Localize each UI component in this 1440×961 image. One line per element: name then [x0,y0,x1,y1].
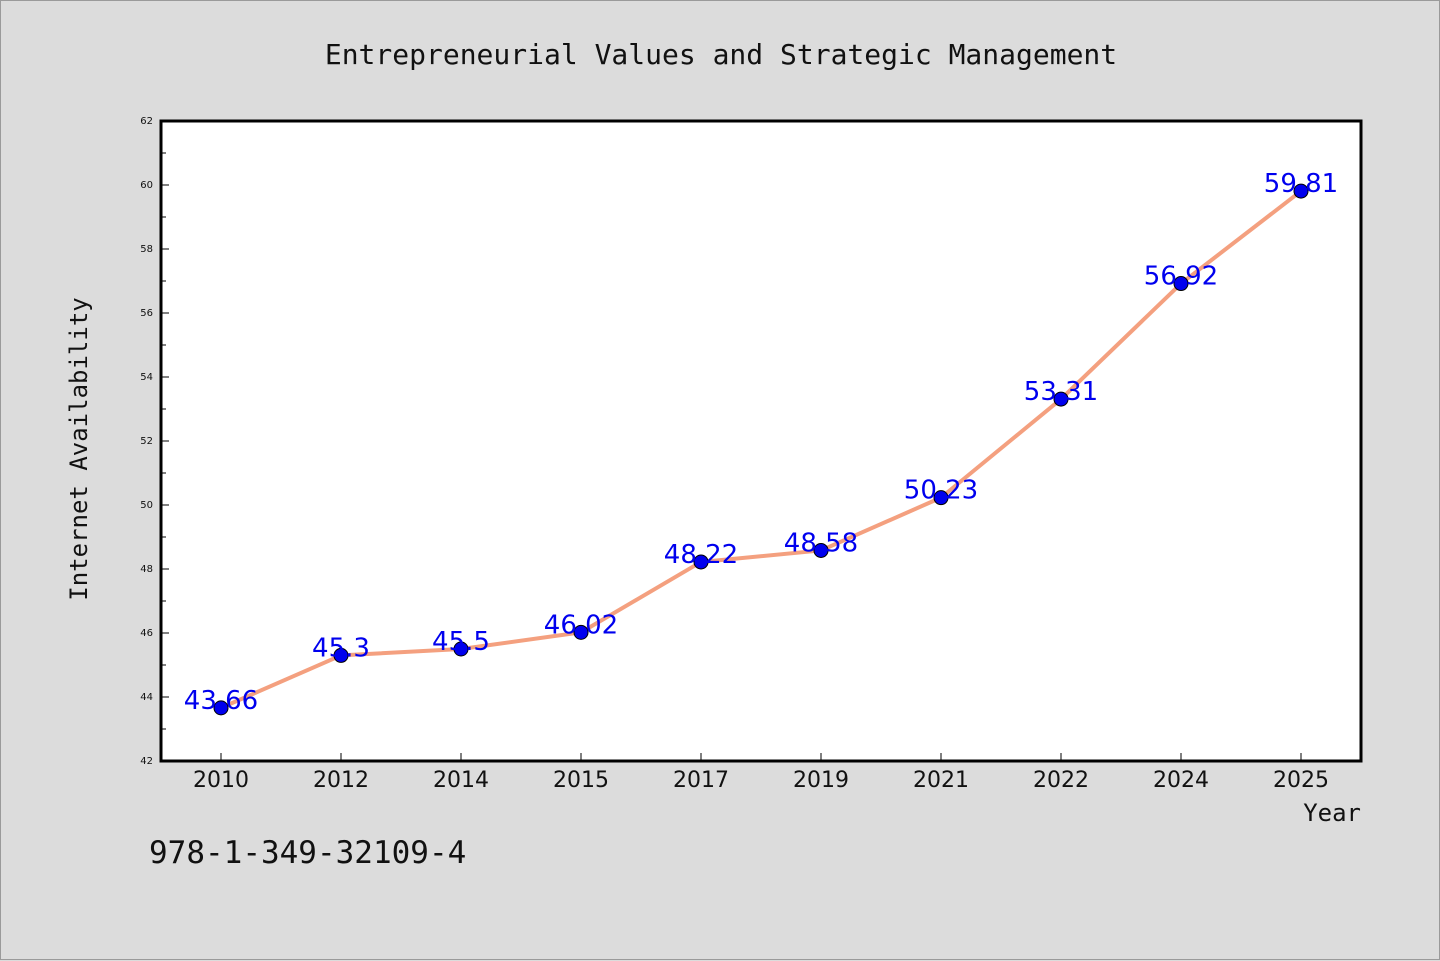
data-point [333,647,349,663]
series-line [219,189,1303,710]
y-tick-label: 56 [140,308,153,319]
x-tick-label: 2017 [673,768,729,793]
data-point [573,624,589,640]
data-label: 45.3 [312,633,370,663]
y-axis-ticks: 42 44 46 48 50 52 54 56 58 60 62 [140,116,169,767]
data-label: 43.66 [184,686,258,716]
data-point [1053,391,1069,407]
data-label: 56.92 [1144,262,1218,292]
data-point [813,542,829,558]
x-tick-label: 2019 [793,768,849,793]
data-label: 45.5 [432,627,490,657]
data-label: 48.58 [784,528,858,558]
y-axis-label: Internet Availability [65,297,93,600]
isbn-text: 978-1-349-32109-4 [149,835,467,871]
data-point [453,641,469,657]
y-tick-label: 62 [140,116,153,127]
series-layer: 43.66 45.3 45.5 46.02 48.22 48.58 50.23 53.31 56… [184,169,1338,716]
data-point [693,554,709,570]
x-tick-label: 2022 [1033,768,1089,793]
x-tick-label: 2024 [1153,768,1209,793]
data-point [213,700,229,716]
y-tick-label: 48 [140,564,153,575]
y-tick-label: 52 [140,436,153,447]
x-tick-label: 2025 [1273,768,1329,793]
x-tick-label: 2021 [913,768,969,793]
y-tick-label: 54 [140,372,153,383]
data-point [1173,276,1189,292]
x-tick-label: 2015 [553,768,609,793]
data-label: 46.02 [544,610,618,640]
plot-area [159,119,1363,763]
x-axis-ticks: 2010 2012 2014 2015 2017 2019 2021 2022 2024 2025 [193,753,1329,793]
chart-title: Entrepreneurial Values and Strategic Man… [325,38,1117,71]
y-tick-label: 42 [140,756,153,767]
x-tick-label: 2014 [433,768,489,793]
data-label: 50.23 [904,476,978,506]
y-tick-label: 50 [140,500,153,511]
y-tick-label: 46 [140,628,153,639]
x-axis-label: Year [1303,799,1361,827]
x-tick-label: 2012 [313,768,369,793]
x-tick-label: 2010 [193,768,249,793]
data-point [1293,183,1309,199]
y-tick-label: 44 [140,692,153,703]
data-point [933,490,949,506]
y-tick-label: 60 [140,180,153,191]
y-tick-label: 58 [140,244,153,255]
data-label: 53.31 [1024,377,1098,407]
data-label: 48.22 [664,540,738,570]
data-label: 59.81 [1264,169,1338,199]
